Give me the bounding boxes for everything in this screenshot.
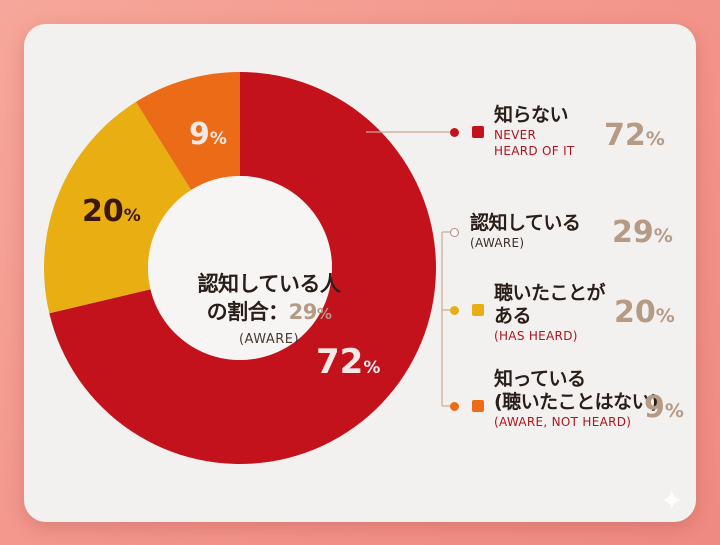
legend-item-has-heard: 聴いたことが ある (HAS HEARD) [494,282,624,344]
legend-value-aware-not-heard: 9% [644,390,684,425]
center-percent: 29% [289,300,332,324]
slice-value: 72 [316,342,364,382]
legend-unit: % [664,400,684,422]
legend-value: 9 [644,390,665,425]
chart-card: 72% 20% 9% 認知している人 の割合：29% (AWARE) 知らない … [24,24,696,522]
donut-hole [148,176,332,360]
center-prefix: の割合： [206,300,290,324]
legend-item-aware: 認知している (AWARE) [470,212,630,251]
legend-label-jp: 知っている (聴いたことはない) [494,368,659,413]
legend-unit: % [655,305,675,327]
slice-value: 20 [82,194,124,229]
slice-unit: % [363,358,381,378]
center-value: 29 [288,300,318,324]
legend-square-aware-not-heard [472,400,484,412]
legend-label-jp: 知らない [494,104,569,126]
legend-value-aware: 29% [612,215,673,250]
center-sub: (AWARE) [238,332,300,347]
slice-never-heard [49,72,436,464]
legend-square-never-heard [472,126,484,138]
slice-label-has-heard: 20% [82,194,141,229]
legend-label-en: (HAS HEARD) [494,329,578,343]
donut-slices [43,72,436,464]
legend-value: 29 [612,215,654,250]
center-line2: の割合：29% [184,298,354,328]
legend-square-has-heard [472,304,484,316]
center-label: 認知している人 の割合：29% (AWARE) [184,270,354,347]
legend-item-aware-not-heard: 知っている (聴いたことはない) (AWARE, NOT HEARD) [494,368,664,430]
legend-value-never-heard: 72% [604,118,665,153]
center-title: 認知している人 [197,272,341,296]
slice-label-aware-not-heard: 9% [189,117,227,152]
slice-aware-not-heard [135,72,240,191]
legend-item-never-heard: 知らない NEVER HEARD OF IT [494,104,634,159]
legend-label-jp: 認知している [470,212,581,234]
slice-value: 9 [189,117,210,152]
slice-unit: % [123,206,141,226]
legend-label-en: NEVER HEARD OF IT [494,128,575,158]
legend-label-jp: 聴いたことが ある [494,282,606,327]
legend-dot-never-heard [450,128,459,137]
legend-value-has-heard: 20% [614,295,675,330]
legend-unit: % [653,225,673,247]
slice-unit: % [209,129,227,149]
legend-dot-has-heard [450,306,459,315]
legend-dot-aware-not-heard [450,402,459,411]
legend-label-en: (AWARE) [470,236,525,250]
center-unit: % [316,305,332,323]
sparkle-icon: ✦ [660,484,684,517]
legend-unit: % [645,128,665,150]
slice-has-heard [43,101,192,314]
legend-value: 72 [604,118,646,153]
legend-value: 20 [614,295,656,330]
slice-label-never-heard: 72% [316,342,380,382]
legend-label-en: (AWARE, NOT HEARD) [494,415,632,429]
legend-dot-aware [450,228,459,237]
donut-chart [43,72,454,464]
